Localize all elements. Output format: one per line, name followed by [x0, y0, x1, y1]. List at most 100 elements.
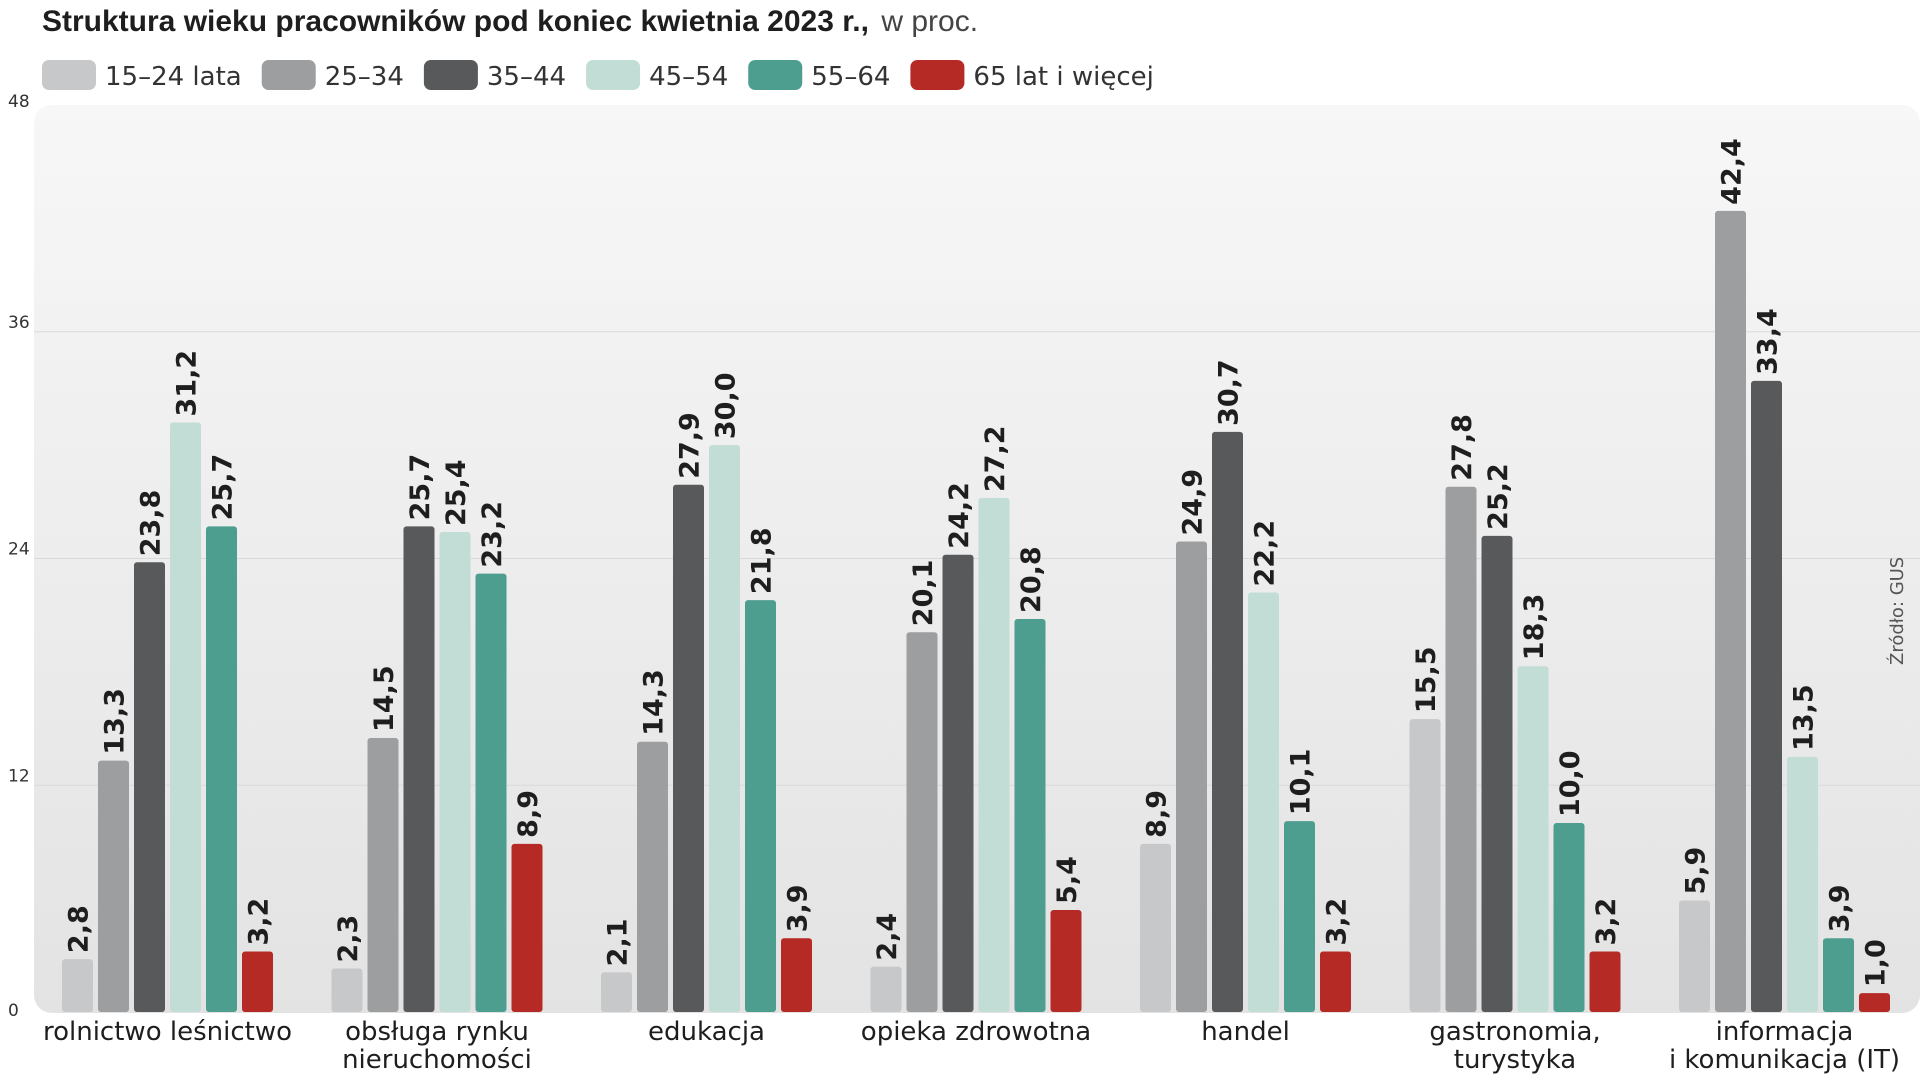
- legend-swatch: [423, 60, 478, 90]
- bar: [1212, 431, 1243, 1012]
- bar: [170, 422, 201, 1012]
- bar: [1589, 951, 1621, 1012]
- data-label: 5,9: [1681, 847, 1712, 895]
- bar: [870, 966, 902, 1012]
- bar: [1284, 821, 1315, 1012]
- category-label: gastronomia,: [1429, 1017, 1600, 1047]
- category-label: nieruchomości: [342, 1045, 532, 1075]
- data-label: 22,2: [1250, 520, 1281, 587]
- bar: [673, 484, 704, 1012]
- data-label: 2,1: [603, 918, 634, 966]
- data-label: 20,8: [1016, 546, 1047, 613]
- category-label: i komunikacja (IT): [1669, 1045, 1900, 1075]
- data-label: 2,3: [333, 915, 364, 963]
- data-label: 30,7: [1214, 359, 1245, 426]
- category-label: turystyka: [1454, 1045, 1576, 1075]
- bar: [1517, 666, 1549, 1012]
- bar: [1409, 719, 1441, 1012]
- source-note: Źródło: GUS: [1886, 557, 1908, 665]
- data-label: 13,3: [100, 688, 131, 755]
- legend-label: 25–34: [325, 62, 404, 92]
- bar: [601, 972, 632, 1012]
- legend-label: 65 lat i więcej: [973, 62, 1153, 92]
- data-label: 2,8: [64, 905, 95, 953]
- bar: [134, 562, 165, 1012]
- bar: [709, 445, 740, 1012]
- legend-swatch: [42, 60, 96, 90]
- legend-swatch: [261, 60, 316, 90]
- data-label: 3,2: [1322, 898, 1353, 946]
- bar: [242, 951, 273, 1012]
- data-label: 10,1: [1286, 749, 1317, 816]
- y-tick-label: 12: [8, 766, 30, 786]
- y-tick-label: 0: [8, 1001, 19, 1021]
- y-tick-label: 36: [8, 313, 30, 333]
- bar: [1176, 541, 1207, 1012]
- bar: [1320, 951, 1351, 1012]
- chart-title: Struktura wieku pracowników pod koniec k…: [42, 5, 978, 38]
- bar: [367, 738, 399, 1012]
- category-label: handel: [1201, 1017, 1290, 1047]
- data-label: 3,9: [783, 884, 814, 932]
- bar: [1859, 993, 1890, 1012]
- data-label: 30,0: [711, 373, 742, 440]
- bar: [745, 600, 776, 1012]
- legend-label: 55–64: [811, 62, 890, 92]
- data-label: 24,9: [1178, 469, 1209, 536]
- gridlines: 0 12 24 36 48: [8, 92, 1920, 1021]
- bar: [637, 741, 668, 1012]
- data-label: 27,8: [1447, 414, 1478, 481]
- data-label: 23,8: [136, 490, 167, 557]
- category-label: opieka zdrowotna: [861, 1017, 1091, 1047]
- bar: [1715, 210, 1746, 1013]
- data-label: 5,4: [1052, 856, 1083, 904]
- bar: [1481, 535, 1513, 1012]
- legend-swatch: [586, 60, 641, 90]
- legend-swatch: [748, 60, 803, 90]
- data-label: 25,7: [208, 454, 239, 521]
- data-label: 27,2: [980, 425, 1011, 492]
- bar: [1823, 938, 1854, 1012]
- legend-label: 35–44: [487, 62, 566, 92]
- data-label: 21,8: [747, 527, 778, 594]
- legend-label: 45–54: [649, 62, 728, 92]
- data-label: 25,2: [1483, 463, 1514, 530]
- category-labels: rolnictwo leśnictwo obsługa rynkunierucho…: [43, 1017, 1900, 1075]
- data-label: 14,3: [639, 669, 670, 736]
- bar: [978, 498, 1010, 1012]
- category-label: informacja: [1716, 1017, 1854, 1047]
- category-label: edukacja: [648, 1017, 765, 1047]
- bar: [1751, 380, 1782, 1013]
- data-label: 3,9: [1825, 884, 1856, 932]
- legend-label: 15–24 lata: [105, 62, 242, 92]
- data-label: 42,4: [1717, 138, 1748, 205]
- data-label: 18,3: [1519, 594, 1550, 661]
- bar: [98, 760, 129, 1012]
- bar: [331, 968, 363, 1012]
- bar: [1140, 843, 1171, 1012]
- y-tick-label: 24: [8, 540, 30, 560]
- bar: [1248, 592, 1279, 1012]
- bar: [942, 554, 974, 1012]
- bar: [511, 843, 543, 1012]
- category-label: rolnictwo leśnictwo: [43, 1017, 292, 1047]
- bar: [1014, 618, 1046, 1012]
- bar: [439, 532, 471, 1012]
- data-label: 3,2: [244, 898, 275, 946]
- data-label: 33,4: [1753, 308, 1784, 375]
- bar: [1679, 900, 1710, 1012]
- data-label: 25,7: [405, 454, 436, 521]
- bar: [403, 526, 435, 1012]
- bar: [62, 959, 93, 1012]
- bar: [906, 632, 938, 1012]
- data-label: 8,9: [513, 790, 544, 838]
- data-label: 3,2: [1591, 898, 1622, 946]
- bar: [206, 526, 237, 1012]
- bar: [1050, 909, 1082, 1012]
- data-label: 25,4: [441, 459, 472, 526]
- bar: [1553, 823, 1585, 1012]
- data-label: 10,0: [1555, 750, 1586, 817]
- category-label: obsługa rynku: [345, 1017, 529, 1047]
- data-label: 24,2: [944, 482, 975, 549]
